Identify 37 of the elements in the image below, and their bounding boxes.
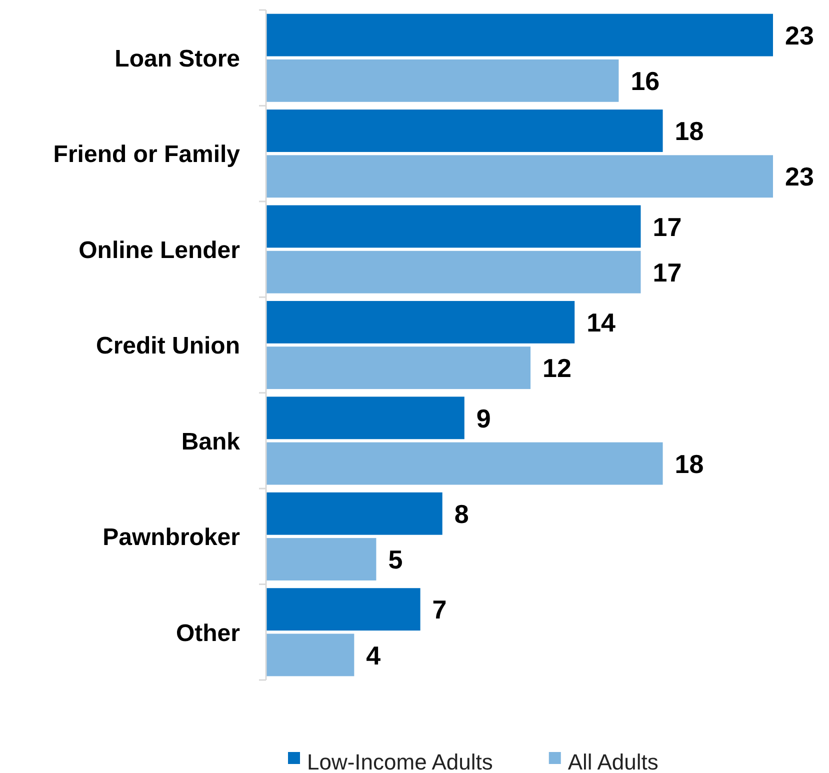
data-label: 9 [476, 403, 491, 434]
bar [266, 205, 641, 248]
y-tick-label: Credit Union [96, 332, 240, 360]
bar [266, 59, 619, 102]
y-tick-label: Loan Store [114, 45, 240, 72]
data-label: 12 [542, 353, 572, 384]
data-label: 18 [674, 448, 704, 479]
data-label: 5 [388, 544, 403, 575]
y-tick-label: Other [176, 620, 240, 647]
data-label: 18 [674, 116, 704, 146]
bar [266, 300, 575, 344]
data-label: 23 [785, 20, 814, 50]
bar [266, 538, 376, 580]
bar [266, 110, 663, 152]
y-tick-label: Friend or Family [53, 141, 241, 168]
bar [266, 250, 641, 294]
data-label: 17 [652, 212, 682, 242]
data-label: 16 [630, 66, 660, 96]
data-label: 4 [366, 640, 382, 670]
data-label: 17 [652, 257, 682, 288]
y-tick-label: Online Lender [78, 236, 240, 264]
legend-label: All Adults [568, 750, 658, 773]
bar [266, 346, 531, 390]
bar [266, 442, 663, 485]
bar [266, 588, 420, 631]
y-tick-label: Bank [181, 428, 241, 456]
bar [266, 14, 773, 56]
bar [266, 396, 464, 440]
data-label: 23 [785, 162, 814, 192]
data-label: 8 [454, 498, 469, 529]
bar [266, 155, 773, 198]
legend-label: Low-Income Adults [307, 750, 493, 773]
data-label: 7 [432, 594, 447, 625]
data-label: 14 [586, 308, 616, 338]
bar [266, 634, 354, 676]
y-tick-label: Pawnbroker [102, 524, 240, 552]
bar [266, 492, 442, 535]
